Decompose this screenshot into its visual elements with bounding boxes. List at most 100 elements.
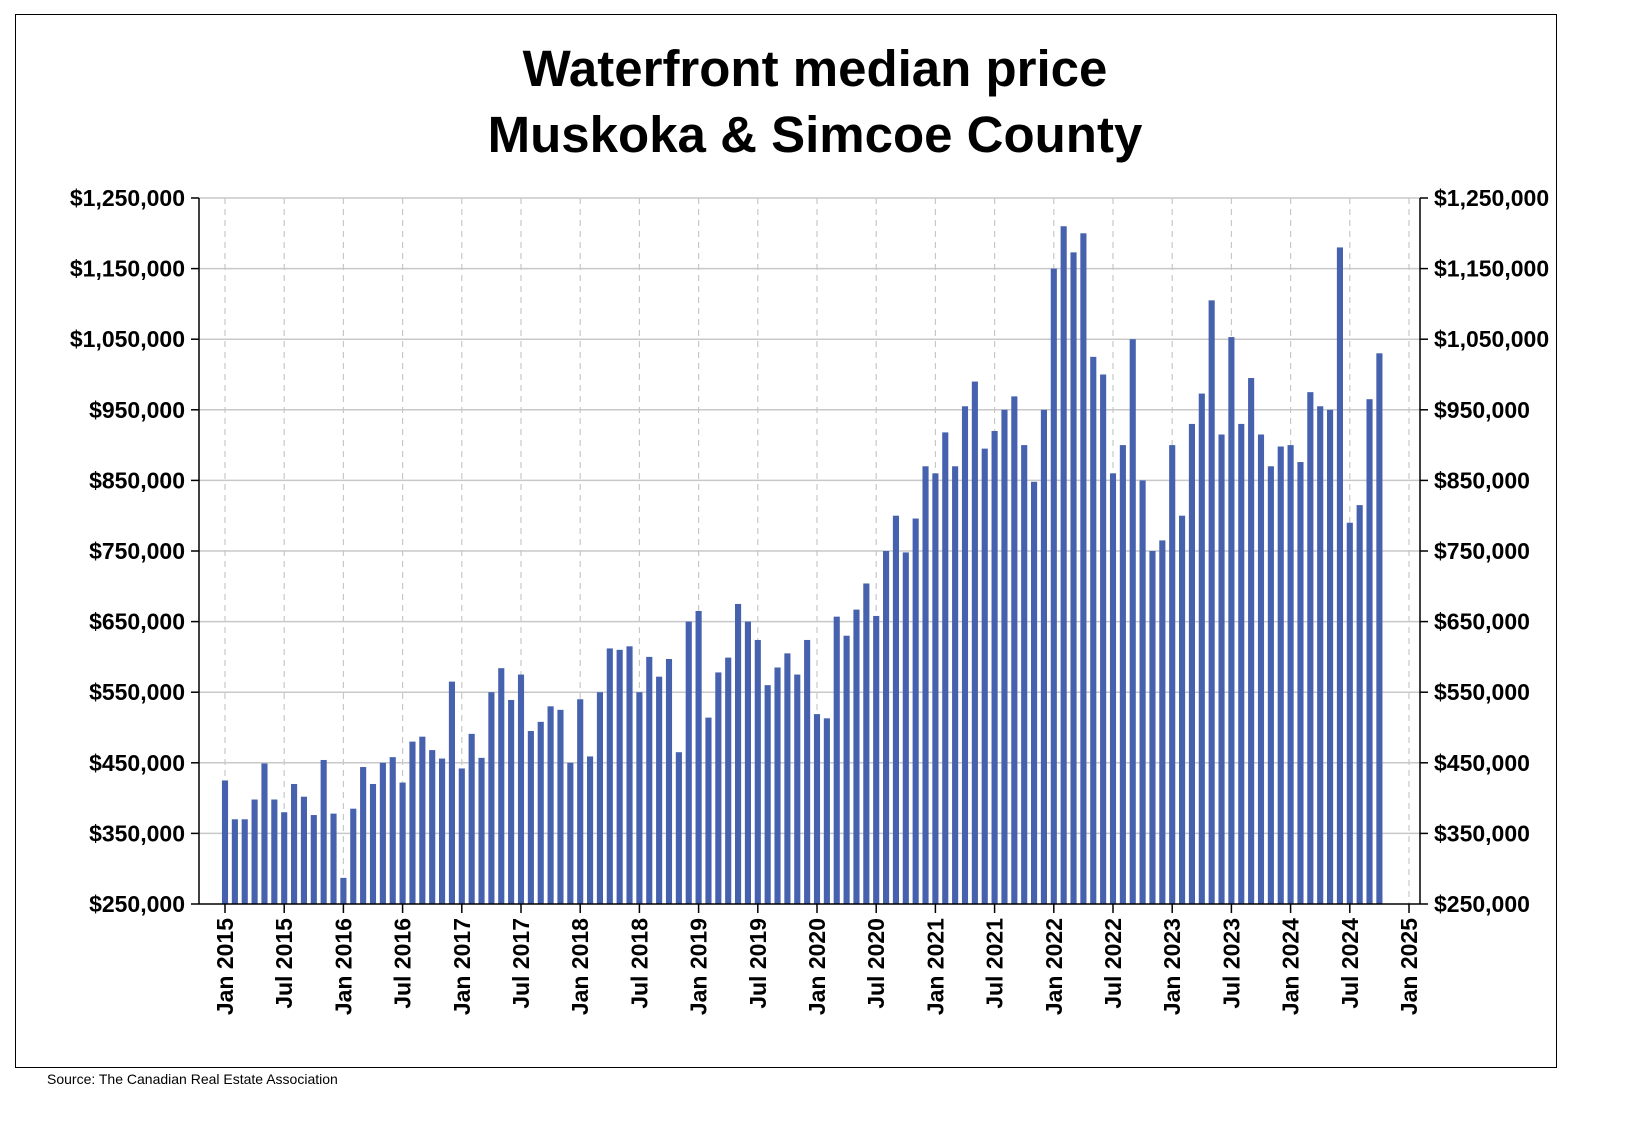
bar xyxy=(1327,409,1334,904)
bar xyxy=(804,639,811,904)
x-tick-label: Jan 2019 xyxy=(686,918,712,1015)
bar xyxy=(1139,480,1146,904)
bar xyxy=(1169,445,1176,904)
bar xyxy=(1346,522,1353,904)
bar xyxy=(261,763,268,904)
x-tick-label: Jan 2015 xyxy=(212,918,238,1015)
y-tick-label-right: $450,000 xyxy=(1434,750,1530,776)
bar xyxy=(330,813,337,904)
bar xyxy=(1080,233,1087,905)
bar xyxy=(942,432,949,904)
x-tick-label: Jan 2021 xyxy=(922,918,948,1015)
y-tick-label-left: $950,000 xyxy=(89,397,185,423)
y-tick-label-right: $350,000 xyxy=(1434,820,1530,846)
axes xyxy=(191,197,1428,913)
bar xyxy=(902,552,909,904)
bar xyxy=(626,646,633,904)
bar xyxy=(419,736,426,904)
bar xyxy=(241,819,248,904)
y-tick-label-right: $850,000 xyxy=(1434,467,1530,493)
bar xyxy=(310,815,317,904)
bar xyxy=(1208,300,1215,904)
bar xyxy=(1031,481,1038,904)
bar xyxy=(794,674,801,904)
bar xyxy=(350,808,357,904)
bar xyxy=(695,611,702,904)
bar xyxy=(656,676,663,904)
y-tick-label-left: $1,250,000 xyxy=(70,185,185,211)
bar xyxy=(557,709,564,904)
y-tick-label-left: $1,050,000 xyxy=(70,326,185,352)
bar xyxy=(784,653,791,904)
bar xyxy=(981,448,988,904)
bar xyxy=(1248,378,1255,904)
x-tick-label: Jul 2017 xyxy=(508,918,534,1009)
bar xyxy=(932,473,939,904)
bar xyxy=(1376,353,1383,904)
x-tick-label: Jul 2024 xyxy=(1337,918,1363,1009)
bar xyxy=(1011,396,1018,904)
bar xyxy=(646,656,653,904)
bar xyxy=(863,583,870,904)
bar xyxy=(961,406,969,904)
x-tick-label: Jan 2016 xyxy=(330,918,356,1015)
bar xyxy=(271,799,278,904)
bar xyxy=(429,750,436,904)
bar xyxy=(567,762,574,904)
source-note: Source: The Canadian Real Estate Associa… xyxy=(47,1071,338,1087)
bar xyxy=(498,668,505,904)
y-tick-label-right: $1,250,000 xyxy=(1434,185,1549,211)
bar xyxy=(369,783,377,904)
y-tick-label-right: $950,000 xyxy=(1434,397,1530,423)
bar xyxy=(1129,339,1136,904)
bar xyxy=(1100,374,1107,904)
bar xyxy=(813,714,821,904)
bar xyxy=(725,657,732,904)
bar xyxy=(1001,409,1008,904)
bar xyxy=(754,639,761,904)
bar xyxy=(1257,434,1265,904)
bar xyxy=(883,551,890,904)
bar xyxy=(478,757,485,904)
y-tick-label-right: $750,000 xyxy=(1434,538,1530,564)
bar xyxy=(1356,505,1363,904)
y-tick-label-left: $850,000 xyxy=(89,467,185,493)
y-tick-label-right: $1,050,000 xyxy=(1434,326,1549,352)
bar xyxy=(764,685,771,904)
bar xyxy=(1159,540,1166,904)
x-tick-label: Jan 2022 xyxy=(1041,918,1067,1015)
x-tick-label: Jul 2019 xyxy=(745,918,771,1009)
bar xyxy=(458,768,465,904)
bar xyxy=(715,672,722,904)
bar xyxy=(823,718,830,904)
bar xyxy=(735,603,742,904)
y-tick-label-left: $750,000 xyxy=(89,538,185,564)
bar xyxy=(952,466,959,904)
bar xyxy=(409,741,416,904)
bar xyxy=(1070,252,1077,904)
bar xyxy=(1336,247,1343,905)
bar xyxy=(774,667,781,904)
bar xyxy=(616,649,623,904)
bar xyxy=(587,756,594,904)
bars xyxy=(221,226,1383,905)
bar xyxy=(1277,446,1284,904)
bar xyxy=(547,706,554,904)
bar xyxy=(379,762,386,904)
y-tick-label-left: $1,150,000 xyxy=(70,256,185,282)
y-tick-label-right: $650,000 xyxy=(1434,609,1530,635)
x-tick-label: Jan 2025 xyxy=(1396,918,1422,1015)
bar xyxy=(922,466,929,904)
bar xyxy=(1198,393,1205,904)
x-tick-label: Jul 2022 xyxy=(1100,918,1126,1009)
bar xyxy=(221,780,229,904)
y-tick-label-left: $250,000 xyxy=(89,891,185,917)
bar xyxy=(1228,337,1235,904)
bar xyxy=(665,659,673,904)
bar xyxy=(843,635,850,904)
x-tick-label: Jul 2021 xyxy=(982,918,1008,1009)
bar xyxy=(399,782,406,904)
x-tick-label: Jul 2015 xyxy=(271,918,297,1009)
bar xyxy=(527,731,534,904)
